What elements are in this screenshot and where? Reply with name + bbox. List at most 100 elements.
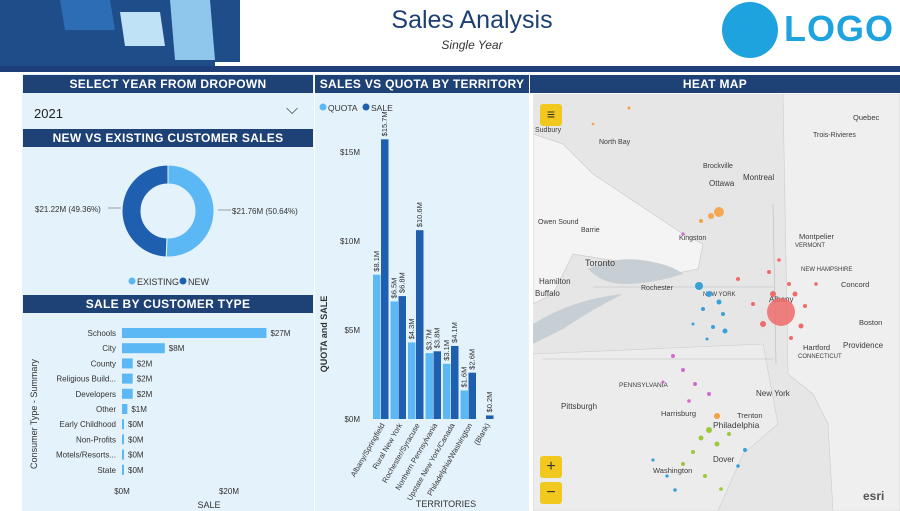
map-land-new-england	[782, 94, 900, 511]
heat-points	[591, 106, 818, 492]
legend-quota-swatch	[319, 103, 327, 111]
donut-label-existing: $21.76M (50.64%)	[232, 207, 298, 216]
quota-bar-quota[interactable]	[408, 342, 416, 419]
customer-category-label: Early Childhood	[60, 420, 116, 429]
quota-bar-sale[interactable]	[398, 296, 407, 419]
map-place-labels: Sudbury North Bay Quebec Trois-Rivieres Broc…	[535, 113, 884, 475]
year-panel-title: SELECT YEAR FROM DROPOWN	[23, 75, 313, 93]
quota-ytick: $10M	[340, 237, 360, 246]
year-dropdown-value: 2021	[34, 106, 63, 121]
quota-bar-sale[interactable]	[381, 139, 389, 419]
quota-bar-quota[interactable]	[443, 363, 451, 419]
map-place-label: Harrisburg	[661, 409, 696, 418]
map-place-label: Hamilton	[539, 277, 571, 286]
map-place-label: Trois-Rivieres	[813, 132, 856, 139]
customer-xtick-1: $20M	[219, 487, 239, 496]
map-place-label: Trenton	[737, 411, 763, 420]
quota-bar-label: $0.2M	[485, 392, 494, 413]
customer-category-label: Motels/Resorts...	[56, 451, 116, 460]
esri-attribution: esri	[863, 489, 885, 503]
map-place-label: Barrie	[581, 227, 600, 234]
donut-slices	[121, 164, 215, 258]
customer-bar[interactable]	[122, 449, 124, 460]
chevron-down-icon[interactable]: ⌵	[286, 101, 299, 118]
customer-panel-title: SALE BY CUSTOMER TYPE	[23, 295, 313, 313]
customer-bar[interactable]	[122, 388, 133, 399]
customer-bar[interactable]	[122, 343, 165, 354]
donut-chart: $21.22M (49.36%) $21.76M (50.64%) EXISTI…	[35, 164, 298, 287]
map-panel-title: HEAT MAP	[530, 75, 900, 93]
quota-bar-label: $3.1M	[442, 340, 451, 361]
legend-new-swatch	[179, 277, 187, 285]
customer-bar-value: $0M	[128, 466, 144, 475]
customer-bar[interactable]	[122, 373, 133, 384]
customer-xlabel: SALE	[197, 500, 220, 510]
zoom-in-button[interactable]: +	[540, 456, 562, 478]
map-place-label: Rochester	[641, 285, 674, 292]
map-place-label: Washington	[653, 466, 692, 475]
customer-bar[interactable]	[122, 328, 267, 338]
customer-category-label: Schools	[88, 329, 116, 338]
donut-slice-existing[interactable]	[165, 164, 215, 258]
quota-bar-quota[interactable]	[390, 301, 399, 419]
quota-ytick: $0M	[344, 415, 360, 424]
zoom-out-button[interactable]: −	[540, 482, 562, 504]
customer-category-label: Non-Profits	[76, 435, 116, 444]
quota-bar-sale[interactable]	[433, 351, 442, 419]
legend-existing-label: EXISTING	[137, 277, 179, 287]
quota-bar-quota[interactable]	[373, 274, 381, 419]
customer-bar-value: $1M	[131, 405, 147, 414]
quota-bar-label: $3.7M	[425, 329, 434, 350]
quota-bar-label: $3.8M	[433, 327, 442, 348]
map-place-label: NEW YORK	[703, 292, 736, 298]
quota-ylabel: QUOTA and SALE	[319, 296, 329, 373]
quota-bar-label: $1.6M	[460, 367, 469, 388]
quota-bar-sale[interactable]	[451, 345, 459, 419]
quota-bar-sale[interactable]	[486, 415, 494, 419]
map-land-ontario	[533, 133, 704, 305]
map-place-label: CONNECTICUT	[798, 354, 842, 360]
quota-bar-sale[interactable]	[416, 230, 424, 419]
customer-bar[interactable]	[122, 419, 124, 430]
year-dropdown[interactable]: 2021 ⌵	[23, 98, 313, 128]
heat-map[interactable]: Sudbury North Bay Quebec Trois-Rivieres Broc…	[533, 94, 900, 511]
quota-bar-label: $8.1M	[372, 251, 381, 272]
customer-bar-value: $0M	[128, 435, 144, 444]
quota-bars: $0M$5M$10M$15M$8.1M$15.7MAlbany/Springfi…	[340, 111, 494, 502]
map-place-label: Buffalo	[535, 289, 560, 298]
legend-new-label: NEW	[188, 277, 210, 287]
quota-bar-quota[interactable]	[460, 390, 469, 420]
customer-bar[interactable]	[122, 404, 128, 414]
customer-bar-value: $27M	[270, 329, 290, 338]
map-canvas[interactable]: Sudbury North Bay Quebec Trois-Rivieres Broc…	[533, 94, 900, 511]
map-layers-button[interactable]: ≡	[540, 104, 562, 126]
quota-panel-title: SALES VS QUOTA BY TERRITORY	[315, 75, 529, 93]
map-place-label: Sudbury	[535, 127, 562, 134]
logo-icon	[722, 2, 778, 58]
map-place-label: VERMONT	[795, 243, 825, 249]
map-place-label: Dover	[713, 455, 735, 464]
report-header: Sales Analysis Single Year LOGO	[0, 0, 900, 72]
map-place-label: North Bay	[599, 139, 631, 146]
map-place-label: NEW HAMPSHIRE	[801, 267, 852, 273]
customer-bar-value: $2M	[137, 390, 153, 399]
quota-bar-label: $2.6M	[468, 349, 477, 370]
quota-category-label: (Blank)	[472, 421, 492, 447]
legend-sale-label: SALE	[371, 103, 393, 113]
customer-bar[interactable]	[122, 358, 133, 369]
customer-bar[interactable]	[122, 464, 124, 475]
quota-ytick: $15M	[340, 148, 360, 157]
map-place-label: Toronto	[585, 258, 615, 268]
customer-type-chart: Consumer Type - Summary Schools $27M City $…	[29, 328, 291, 510]
quota-bar-quota[interactable]	[425, 353, 434, 419]
donut-panel-title: NEW VS EXISTING CUSTOMER SALES	[23, 129, 313, 147]
quota-bar-sale[interactable]	[468, 372, 477, 419]
customer-bar[interactable]	[122, 434, 124, 445]
customer-bar-value: $2M	[137, 359, 153, 368]
map-place-label: Concord	[841, 280, 869, 289]
customer-bar-value: $2M	[137, 375, 153, 384]
quota-bar-label: $6.5M	[390, 278, 399, 299]
quota-bar-label: $6.8M	[398, 272, 407, 293]
donut-slice-new[interactable]	[121, 164, 169, 258]
sales-quota-chart: QUOTA SALE QUOTA and SALE $0M $5M $10M $15M…	[319, 103, 494, 509]
